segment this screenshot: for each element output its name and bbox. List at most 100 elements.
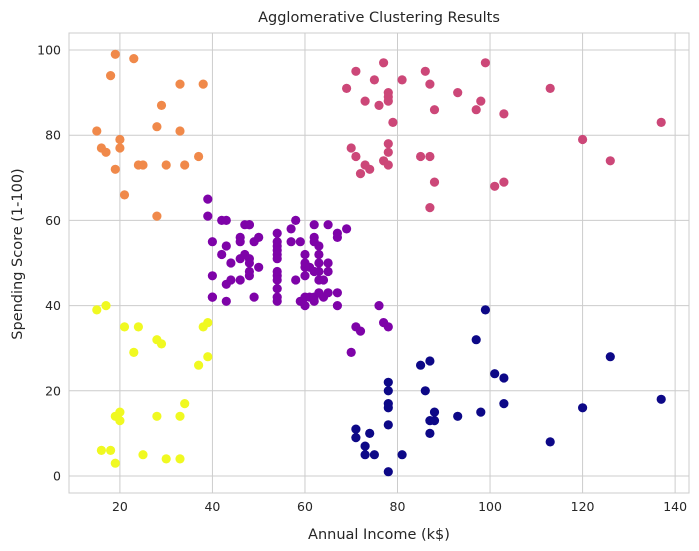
data-point-cluster-4 [383,467,393,477]
data-point-cluster-0 [156,339,167,349]
data-point-cluster-0 [106,445,116,455]
data-point-cluster-4 [360,450,370,460]
data-point-cluster-4 [429,416,440,426]
data-point-cluster-3 [369,75,379,85]
data-point-cluster-2 [286,224,296,234]
data-point-cluster-3 [605,156,615,166]
data-point-cluster-4 [365,428,375,438]
data-point-cluster-2 [235,275,245,285]
data-point-cluster-0 [92,305,102,315]
data-point-cluster-0 [203,318,213,328]
data-point-cluster-2 [272,296,282,306]
data-point-cluster-0 [133,322,143,332]
data-point-cluster-4 [656,394,666,404]
data-point-cluster-4 [578,403,588,413]
data-point-cluster-0 [96,445,106,455]
y-tick-label: 80 [45,128,61,143]
y-tick-label: 60 [45,213,61,228]
data-point-cluster-1 [198,79,208,89]
data-point-cluster-4 [416,360,426,370]
data-point-cluster-1 [152,211,162,221]
data-point-cluster-3 [360,96,370,106]
data-point-cluster-3 [425,79,435,89]
data-point-cluster-2 [226,275,236,285]
data-point-cluster-4 [369,450,379,460]
data-point-cluster-4 [499,399,509,409]
data-point-cluster-2 [226,258,236,268]
y-tick-label: 40 [45,298,61,313]
data-point-cluster-3 [351,151,361,162]
data-point-cluster-4 [545,437,555,447]
data-point-cluster-3 [471,105,481,115]
data-point-cluster-4 [453,411,463,421]
data-point-cluster-0 [175,411,185,421]
x-tick-label: 120 [571,499,595,514]
data-point-cluster-4 [383,377,393,387]
data-point-cluster-3 [383,92,393,102]
data-point-cluster-4 [425,428,435,438]
data-point-cluster-2 [203,211,213,221]
data-point-cluster-4 [605,352,615,362]
data-points [92,49,666,477]
data-point-cluster-3 [429,177,440,187]
data-point-cluster-3 [388,117,398,127]
data-point-cluster-0 [101,301,111,311]
data-point-cluster-2 [203,194,213,204]
data-point-cluster-2 [221,215,231,225]
data-point-cluster-2 [286,237,296,247]
data-point-cluster-4 [420,386,430,396]
x-tick-label: 100 [478,499,502,514]
data-point-cluster-2 [291,215,301,225]
x-tick-label: 20 [112,499,128,514]
data-point-cluster-2 [323,266,333,277]
data-point-cluster-2 [221,241,231,251]
data-point-cluster-2 [346,347,356,357]
data-point-cluster-3 [490,181,500,191]
data-point-cluster-4 [397,450,407,460]
data-point-cluster-2 [309,232,319,242]
data-point-cluster-0 [161,454,171,464]
y-tick-label: 0 [53,468,61,483]
data-point-cluster-3 [429,105,440,115]
data-point-cluster-0 [138,450,148,460]
data-point-cluster-3 [499,177,509,187]
data-point-cluster-2 [314,249,324,260]
data-point-cluster-2 [318,275,329,285]
data-point-cluster-1 [175,126,185,136]
data-point-cluster-2 [235,237,245,247]
data-point-cluster-1 [180,160,190,170]
data-point-cluster-2 [309,220,319,230]
data-point-cluster-3 [420,66,430,76]
data-point-cluster-1 [156,100,167,110]
data-point-cluster-1 [110,164,120,174]
y-tick-label: 20 [45,383,61,398]
data-point-cluster-1 [175,79,185,89]
data-point-cluster-2 [332,232,342,242]
data-point-cluster-2 [272,275,282,285]
data-point-cluster-3 [578,134,588,145]
data-point-cluster-4 [499,373,509,383]
data-point-cluster-3 [476,96,486,106]
data-point-cluster-2 [254,262,264,272]
data-point-cluster-3 [453,88,463,98]
data-point-cluster-4 [351,424,361,434]
data-point-cluster-3 [383,139,393,149]
data-point-cluster-1 [194,151,204,162]
data-point-cluster-2 [272,237,282,247]
data-point-cluster-0 [119,322,130,332]
data-point-cluster-2 [291,275,301,285]
data-point-cluster-1 [92,126,102,136]
data-point-cluster-2 [355,326,366,336]
data-point-cluster-2 [314,241,324,251]
y-tick-label: 100 [37,43,61,58]
data-point-cluster-2 [314,258,324,268]
data-point-cluster-4 [429,407,440,417]
data-point-cluster-2 [300,271,310,281]
data-point-cluster-4 [360,441,370,451]
data-point-cluster-3 [425,151,435,162]
data-point-cluster-2 [323,288,333,298]
data-point-cluster-2 [300,301,310,311]
data-point-cluster-1 [115,134,125,145]
